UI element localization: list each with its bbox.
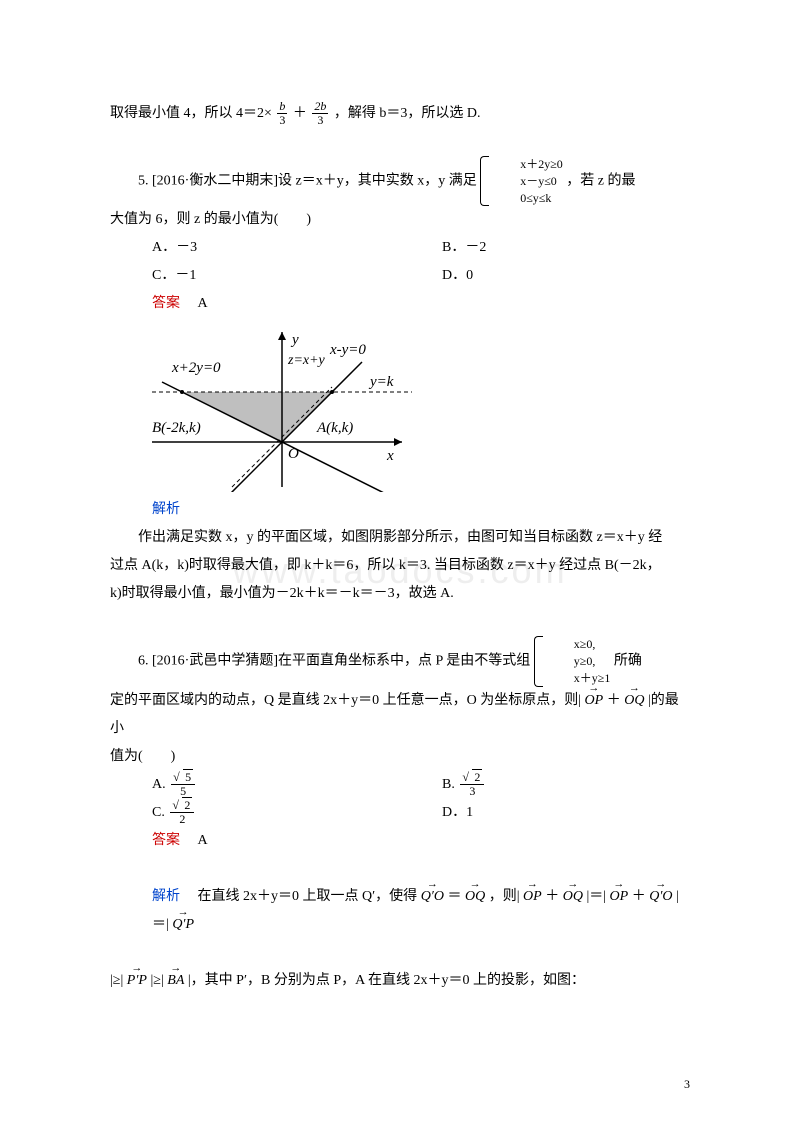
lbl-x: x <box>386 448 394 464</box>
q6-stem-b: 所确 <box>614 654 642 669</box>
q5-answer: 答案 A <box>110 290 690 318</box>
frac-b3: b 3 <box>277 100 287 127</box>
plus-1: ＋ <box>293 106 307 121</box>
q5-diagram: y x+2y=0 z=x+y x-y=0 y=k B(-2k,k) A(k,k)… <box>152 322 690 492</box>
q5-stem: 5. [2016·衡水二中期末]设 z＝x＋y，其中实数 x，y 满足 x＋2y… <box>110 156 690 206</box>
q5-explain-label: 解析 <box>110 496 690 524</box>
q5-explain-3: k)时取得最小值，最小值为－2k＋k＝－k＝－3，故选 A. <box>110 580 690 608</box>
lbl-yk: y=k <box>368 374 394 390</box>
q6-stem-a: 6. [2016·武邑中学猜题]在平面直角坐标系中，点 P 是由不等式组 <box>138 654 530 669</box>
vec-op: OP <box>585 687 604 715</box>
q6-opt-a: A. 5 5 <box>152 771 442 799</box>
answer-value: A <box>184 296 208 311</box>
q6-opts-row1: A. 5 5 B. 2 3 <box>110 771 732 799</box>
answer-label: 答案 <box>152 296 180 311</box>
q6-explain-2: |≥| P′P |≥| BA |，其中 P′，B 分别为点 P，A 在直线 2x… <box>110 967 690 995</box>
lbl-xp2y: x+2y=0 <box>171 360 221 376</box>
q6-opts-row2: C. 2 2 D．1 <box>110 799 732 827</box>
q6-stem-line2: 定的平面区域内的动点，Q 是直线 2x＋y＝0 上任意一点，O 为坐标原点，则|… <box>110 687 690 743</box>
vec-oq: OQ <box>624 687 644 715</box>
intro-text-b: ，解得 b＝3，所以选 D. <box>334 106 481 121</box>
frac-2b3: 2b 3 <box>312 100 328 127</box>
page-number: 3 <box>684 1077 690 1092</box>
q6-explain-1: 解析 在直线 2x＋y＝0 上取一点 Q′，使得 Q′O ＝ OQ ，则| OP… <box>110 883 690 939</box>
lbl-xmy: x-y=0 <box>329 342 366 358</box>
lbl-B: B(-2k,k) <box>152 420 201 436</box>
q6-stem-line3: 值为( ) <box>110 743 690 771</box>
q5-opt-b: B．－2 <box>442 234 732 262</box>
q6-opt-d: D．1 <box>442 799 732 827</box>
q5-constraints: x＋2y≥0 x－y≤0 0≤y≤k <box>480 156 563 206</box>
q5-stem-b: ，若 z 的最 <box>566 173 635 188</box>
q6-opt-b: B. 2 3 <box>442 771 732 799</box>
page-content: 取得最小值 4，所以 4＝2× b 3 ＋ 2b 3 ，解得 b＝3，所以选 D… <box>0 0 800 1035</box>
intro-line: 取得最小值 4，所以 4＝2× b 3 ＋ 2b 3 ，解得 b＝3，所以选 D… <box>110 100 690 128</box>
lbl-zxy: z=x+y <box>287 353 326 368</box>
lbl-y: y <box>290 332 299 348</box>
intro-text-a: 取得最小值 4，所以 4＝2× <box>110 106 272 121</box>
q5-opt-d: D．0 <box>442 262 732 290</box>
q5-explain-1: 作出满足实数 x，y 的平面区域，如图阴影部分所示，由图可知当目标函数 z＝x＋… <box>110 524 690 552</box>
q5-opt-a: A．－3 <box>152 234 442 262</box>
q5-explain-2: 过点 A(k，k)时取得最大值，即 k＋k＝6，所以 k＝3. 当目标函数 z＝… <box>110 552 690 580</box>
answer-value-2: A <box>184 833 208 848</box>
lbl-O: O <box>288 446 299 462</box>
q5-opts-row2: C．－1 D．0 <box>110 262 732 290</box>
q5-stem-a: 5. [2016·衡水二中期末]设 z＝x＋y，其中实数 x，y 满足 <box>138 173 477 188</box>
lbl-A: A(k,k) <box>316 420 353 436</box>
q5-opts-row1: A．－3 B．－2 <box>110 234 732 262</box>
q6-answer: 答案 A <box>110 827 690 855</box>
answer-label-2: 答案 <box>152 833 180 848</box>
q5-stem-c: 大值为 6，则 z 的最小值为( ) <box>110 206 690 234</box>
q6-opt-c: C. 2 2 <box>152 799 442 827</box>
q5-opt-c: C．－1 <box>152 262 442 290</box>
